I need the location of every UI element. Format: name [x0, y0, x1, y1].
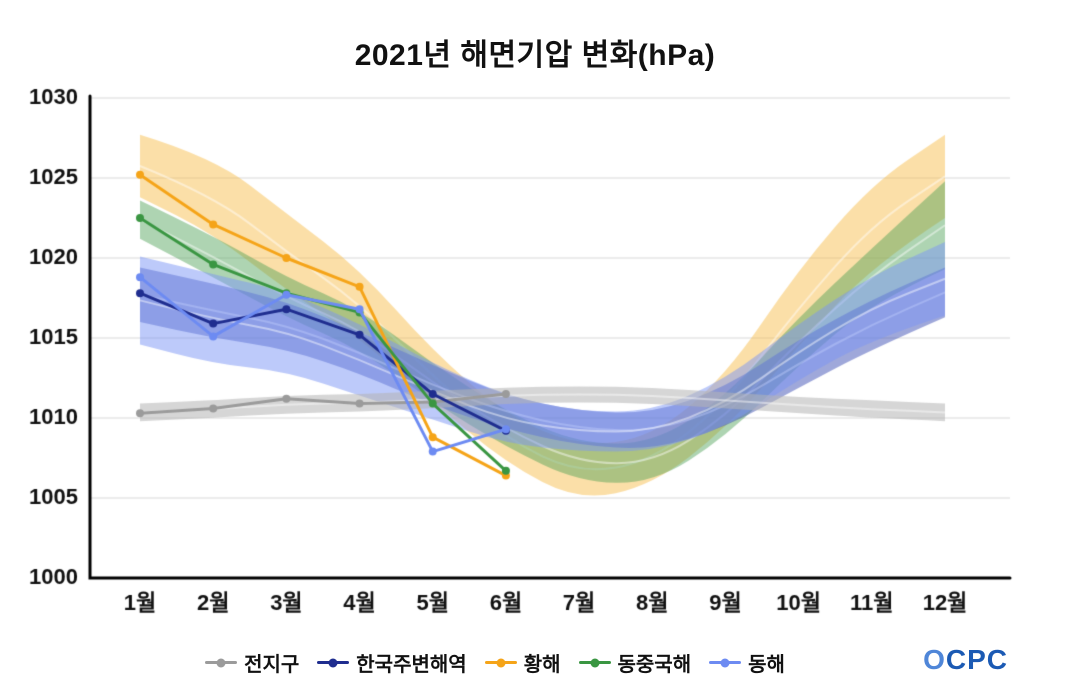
legend-item-east-sea: 동해 — [709, 648, 785, 677]
legend-line-marker-icon — [484, 658, 517, 667]
legend-item-global: 전지구 — [205, 648, 299, 677]
legend-dot-icon — [720, 658, 730, 667]
plot-area — [0, 80, 1070, 625]
legend-label: 한국주변해역 — [356, 654, 467, 676]
legend-line-marker-icon — [317, 658, 350, 667]
legend-label: 동해 — [748, 654, 785, 676]
chart-title: 2021년 해면기압 변화(hPa) — [354, 39, 716, 72]
legend-label: 황해 — [523, 654, 561, 676]
legend-dot-icon — [328, 658, 338, 667]
legend-dot-icon — [590, 658, 599, 667]
legend-item-east-china-sea: 동중국해 — [578, 648, 692, 677]
legend-item-yellow-sea: 황해 — [484, 648, 561, 677]
chart-canvas — [0, 80, 1070, 625]
legend-line-marker-icon — [578, 658, 611, 667]
legend-line-marker-icon — [205, 658, 238, 667]
legend-label: 동중국해 — [617, 654, 692, 676]
legend-line-marker-icon — [709, 658, 742, 667]
legend: 전지구 한국주변해역 황해 동중국해 동해 — [0, 648, 990, 677]
ocpc-logo-text: OCPC — [923, 644, 1008, 675]
legend-dot-icon — [496, 658, 506, 667]
ocpc-logo: OCPC — [923, 644, 1008, 676]
legend-dot-icon — [216, 658, 226, 667]
legend-item-korea-seas: 한국주변해역 — [317, 648, 467, 677]
legend-label: 전지구 — [244, 654, 300, 676]
